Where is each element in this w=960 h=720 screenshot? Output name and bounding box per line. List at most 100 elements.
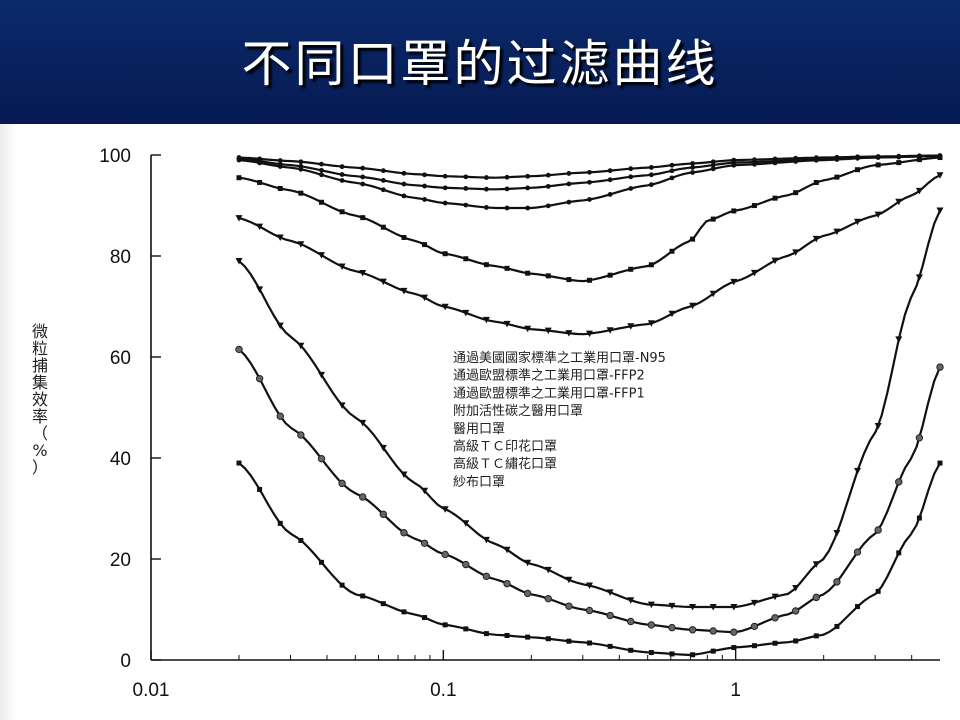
data-point: [915, 274, 923, 281]
data-point: [463, 174, 469, 180]
data-point: [791, 607, 800, 615]
y-label-char: %: [32, 441, 47, 460]
legend-entry: 通過歐盟標準之工業用口罩-FFP1: [453, 385, 645, 401]
data-point: [503, 546, 511, 554]
data-point: [463, 202, 469, 208]
data-point: [380, 224, 386, 230]
data-point: [833, 530, 841, 537]
data-point: [379, 278, 387, 286]
data-point: [668, 310, 676, 318]
data-point: [771, 614, 779, 622]
data-point: [936, 363, 944, 371]
data-point: [317, 252, 325, 259]
data-point: [690, 652, 696, 658]
y-label-char: （: [32, 424, 48, 443]
data-point: [441, 550, 449, 559]
data-point: [298, 159, 304, 165]
data-point: [936, 172, 944, 179]
data-point: [834, 174, 840, 180]
data-point: [750, 269, 758, 277]
data-point: [442, 200, 448, 206]
series-group: [235, 153, 944, 658]
data-point: [793, 638, 799, 644]
data-point: [401, 193, 407, 199]
data-point: [545, 636, 551, 642]
data-point: [874, 211, 882, 219]
legend-entry: 紗布口罩: [453, 475, 505, 490]
data-point: [916, 157, 922, 163]
data-point: [587, 197, 592, 202]
slide-title: 不同口罩的过滤曲线: [241, 35, 719, 93]
data-point: [648, 165, 654, 170]
data-point: [669, 651, 675, 657]
data-point: [607, 168, 613, 174]
y-label-char: ）: [32, 458, 48, 477]
data-point: [730, 628, 738, 636]
data-point: [937, 155, 943, 161]
data-point: [668, 623, 676, 632]
data-point: [339, 172, 345, 177]
data-point: [669, 168, 675, 174]
data-point: [545, 172, 551, 178]
data-point: [855, 167, 861, 173]
data-point: [236, 157, 242, 163]
data-point: [442, 173, 448, 179]
data-point: [607, 643, 613, 649]
y-ticks: 0 20 40 60 80 100: [99, 146, 161, 672]
data-point: [648, 182, 654, 188]
series-4: [236, 155, 943, 283]
data-point: [441, 303, 449, 311]
data-point: [319, 172, 324, 178]
data-point: [731, 208, 737, 214]
y-tick-label: 60: [110, 348, 131, 369]
data-point: [544, 566, 552, 574]
x-tick-label: 1: [730, 680, 741, 701]
data-point: [236, 175, 242, 181]
data-point: [606, 611, 614, 620]
y-label-char: 效: [32, 390, 48, 409]
data-point: [587, 277, 593, 283]
data-point: [710, 166, 716, 172]
data-point: [525, 173, 531, 179]
legend-entry: 通過歐盟標準之工業用口罩-FFP2: [453, 368, 645, 384]
data-point: [813, 180, 819, 186]
data-point: [627, 323, 635, 330]
slide-body: [0, 124, 960, 720]
data-point: [668, 602, 676, 610]
data-point: [277, 185, 283, 191]
data-point: [606, 589, 614, 596]
data-point: [298, 190, 304, 196]
data-point: [421, 294, 429, 302]
data-point: [896, 154, 902, 160]
data-point: [669, 248, 675, 254]
data-point: [647, 601, 655, 609]
data-point: [792, 584, 800, 592]
data-point: [813, 157, 819, 163]
data-point: [338, 402, 346, 409]
data-point: [359, 419, 367, 427]
data-point: [915, 434, 924, 442]
data-point: [380, 168, 386, 174]
data-point: [896, 160, 902, 166]
data-point: [256, 223, 264, 231]
data-point: [586, 582, 594, 590]
data-point: [853, 548, 862, 556]
y-label-char: 粒: [32, 339, 48, 358]
data-point: [463, 186, 469, 191]
legend-entry: 附加活性碳之醫用口罩: [453, 404, 583, 419]
data-point: [793, 159, 799, 164]
data-point: [915, 187, 923, 195]
data-point: [380, 601, 386, 607]
data-point: [690, 165, 695, 170]
x-tick-label: 0.01: [133, 680, 170, 701]
data-point: [812, 593, 820, 602]
data-point: [607, 177, 613, 183]
data-point: [627, 617, 635, 626]
x-ticks: 0.01 0.1 1: [133, 650, 913, 701]
legend-entry: 通過美國國家標準之工業用口罩-N95: [453, 350, 666, 366]
data-point: [339, 209, 345, 215]
data-point: [298, 537, 304, 543]
data-point: [647, 320, 655, 327]
data-point: [276, 412, 284, 420]
data-point: [628, 166, 634, 172]
